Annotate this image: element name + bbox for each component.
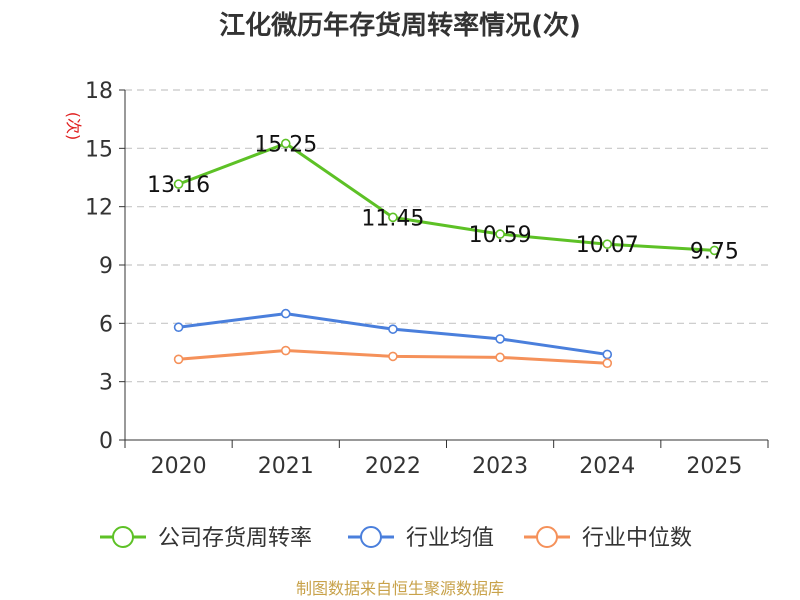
legend-marker [112,526,134,548]
x-tick-label: 2025 [686,454,742,479]
data-point [709,245,720,256]
y-tick-label: 18 [85,79,113,104]
y-tick-label: 3 [99,371,113,396]
y-tick-label: 0 [99,429,113,454]
x-tick-label: 2022 [365,454,421,479]
legend[interactable]: 公司存货周转率 行业均值 行业中位数 [100,526,692,551]
legend-item-1[interactable]: 行业均值 [348,526,494,551]
data-point [388,351,398,362]
x-tick-label: 2020 [151,454,207,479]
legend-label: 行业均值 [406,526,494,551]
x-tick-label: 2023 [472,454,528,479]
source-note: 制图数据来自恒生聚源数据库 [296,579,504,598]
y-axis-unit: (次) [64,112,83,141]
data-label: 11.45 [361,206,424,231]
data-point [173,179,184,189]
y-tick-label: 15 [85,137,113,162]
legend-item-2[interactable]: 行业中位数 [524,526,692,551]
x-tick-label: 2024 [579,454,635,479]
series-line-1 [178,312,608,356]
y-tick-label: 12 [85,196,113,221]
data-point [602,349,613,360]
legend-item-0[interactable]: 公司存货周转率 [100,526,312,551]
data-point [280,138,291,149]
series-line-0 [178,141,715,252]
legend-marker [536,526,558,548]
data-point [602,239,613,249]
data-label: 13.16 [147,173,210,198]
data-point [495,229,505,239]
series-layer [173,138,720,368]
data-label: 10.07 [576,233,639,258]
data-point [280,308,291,319]
data-point [602,358,613,368]
data-label: 9.75 [690,239,739,264]
x-tick-label: 2021 [258,454,314,479]
data-label: 10.59 [469,223,532,248]
y-tick-label: 6 [99,312,113,337]
data-point [495,352,505,363]
data-point [173,354,184,365]
legend-marker [360,526,382,548]
legend-label: 公司存货周转率 [158,526,312,551]
chart-title: 江化微历年存货周转率情况(次) [219,10,581,41]
legend-label: 行业中位数 [582,526,692,551]
data-point [388,324,398,334]
data-point [173,322,184,333]
data-label: 15.25 [254,132,317,157]
y-tick-label: 9 [99,254,113,279]
axes: 0 3 6 9 12 15 18 2020 2021 2022 2023 2024 2025 [85,79,769,479]
data-point [280,345,291,356]
data-point [495,334,505,344]
data-labels: 13.16 15.25 11.45 10.59 10.07 9.75 [147,132,739,264]
grid-lines [125,89,768,383]
data-point [388,212,398,223]
